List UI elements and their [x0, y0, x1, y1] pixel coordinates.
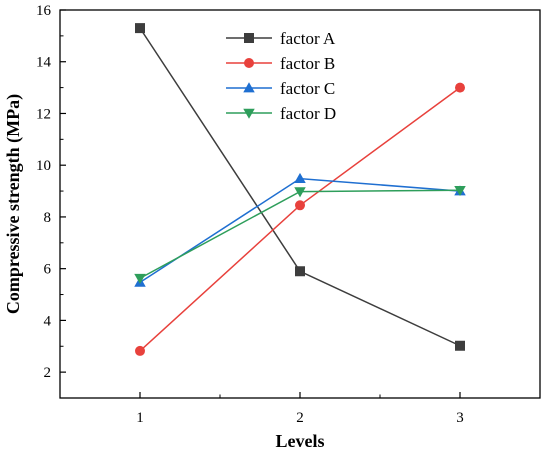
data-point-factor-a: [295, 266, 305, 277]
legend-label-factor-c: factor C: [280, 79, 335, 98]
y-tick-label: 10: [36, 158, 51, 174]
x-tick-label: 3: [456, 410, 464, 426]
legend-marker-factor-d: [243, 108, 255, 119]
y-tick-label: 14: [36, 55, 52, 71]
legend-item-factor-a: factor A: [226, 29, 336, 48]
y-tick-label: 8: [44, 210, 52, 226]
series-line-factor-b: [139, 86, 461, 352]
y-tick-label: 12: [36, 106, 51, 122]
legend-marker-factor-a: [244, 33, 254, 43]
data-point-factor-b: [295, 200, 305, 211]
series-factor-a: [135, 23, 465, 351]
data-point-factor-c: [294, 172, 306, 183]
x-tick-label: 2: [296, 410, 304, 426]
y-tick-label: 16: [36, 3, 52, 19]
legend-label-factor-d: factor D: [280, 104, 336, 123]
legend-label-factor-a: factor A: [280, 29, 336, 48]
data-point-factor-d: [294, 187, 306, 198]
y-tick-label: 4: [44, 313, 52, 329]
legend-item-factor-d: factor D: [226, 104, 336, 123]
data-point-factor-b: [455, 82, 465, 93]
x-axis-title: Levels: [276, 431, 325, 451]
data-point-factor-d: [454, 185, 466, 197]
legend-marker-factor-c: [243, 82, 255, 93]
x-tick-label: 1: [136, 410, 144, 426]
series-factor-d: [134, 185, 466, 284]
legend-marker-factor-b: [244, 58, 254, 68]
series-group: [134, 23, 466, 356]
y-axis-title: Compressive strength (MPa): [3, 94, 24, 314]
legend-label-factor-b: factor B: [280, 54, 335, 73]
series-factor-b: [135, 82, 465, 356]
data-point-factor-a: [135, 23, 145, 34]
data-point-factor-a: [455, 340, 465, 351]
legend-item-factor-b: factor B: [226, 54, 335, 73]
data-point-factor-d: [134, 273, 146, 284]
legend-item-factor-c: factor C: [226, 79, 335, 98]
y-tick-label: 2: [44, 365, 52, 381]
data-point-factor-b: [135, 345, 145, 356]
y-tick-label: 6: [44, 262, 52, 278]
legend: factor A factor B factor C factor D: [226, 29, 336, 123]
